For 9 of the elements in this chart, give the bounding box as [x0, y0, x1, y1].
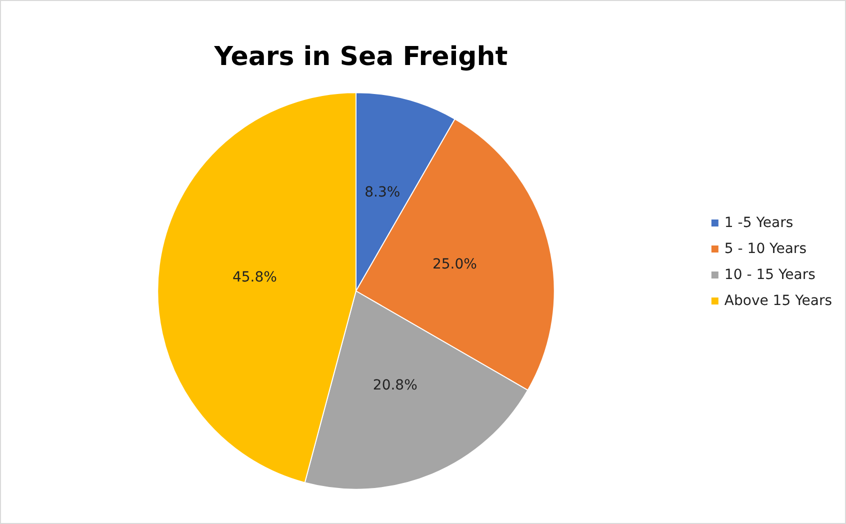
- legend-label: 10 - 15 Years: [724, 267, 816, 283]
- data-label: 25.0%: [432, 256, 477, 272]
- legend-label: 1 -5 Years: [724, 215, 794, 231]
- data-label: 20.8%: [372, 377, 418, 394]
- legend-label: 5 - 10 Years: [724, 241, 806, 257]
- data-label: 8.3%: [364, 184, 400, 200]
- chart-title: Years in Sea Freight: [213, 42, 508, 72]
- data-label: 45.8%: [232, 270, 277, 286]
- legend-label: Above 15 Years: [724, 293, 832, 309]
